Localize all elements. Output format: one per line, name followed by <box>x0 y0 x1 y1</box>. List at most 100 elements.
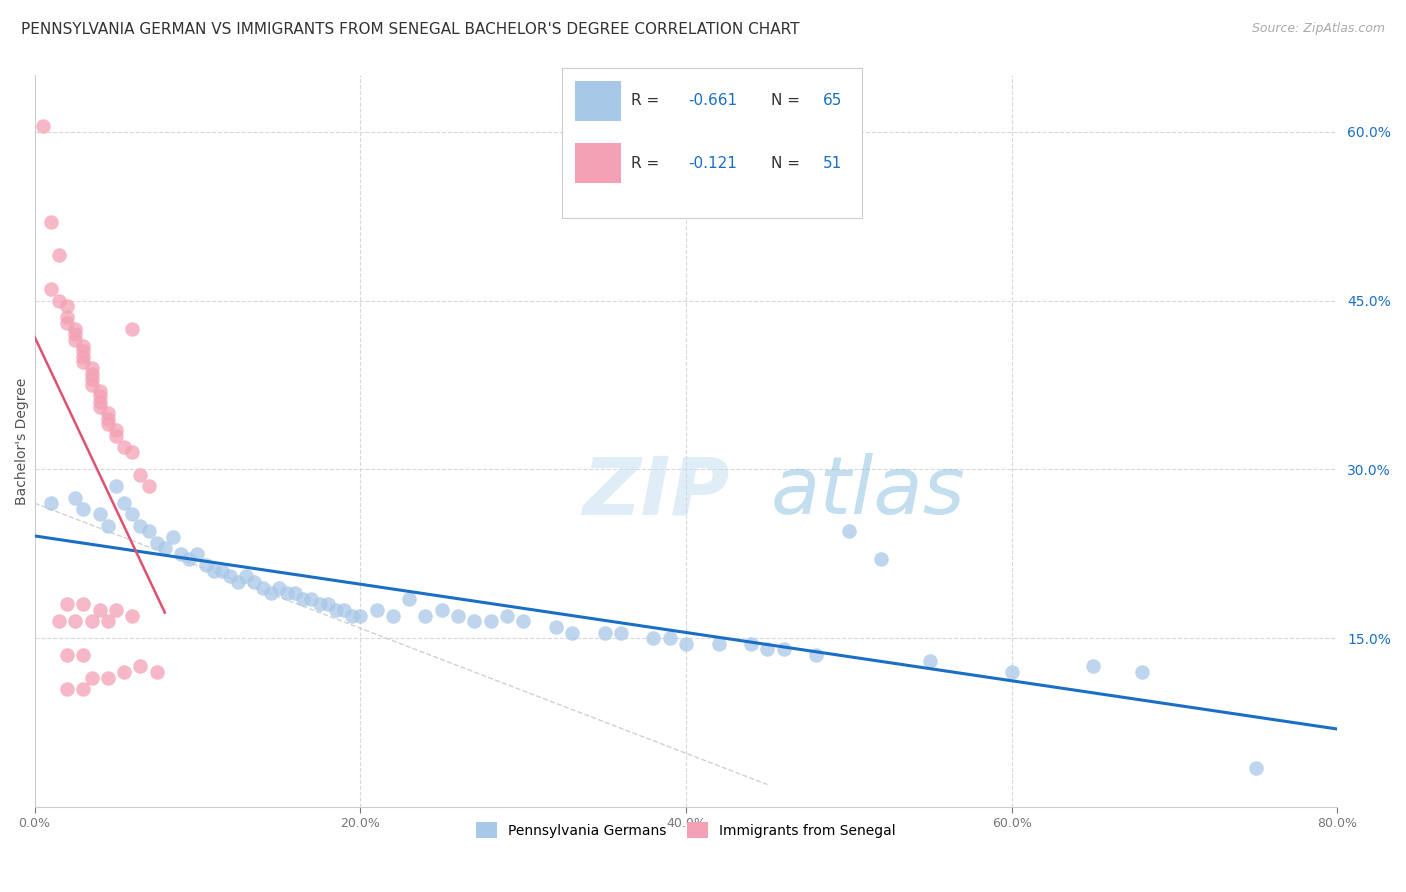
Point <box>170 547 193 561</box>
Point <box>267 581 290 595</box>
Point <box>495 608 517 623</box>
Point <box>80 367 103 381</box>
Point <box>593 625 616 640</box>
Point <box>56 310 79 325</box>
Point <box>333 603 356 617</box>
Legend: Pennsylvania Germans, Immigrants from Senegal: Pennsylvania Germans, Immigrants from Se… <box>471 816 901 844</box>
Point <box>72 648 94 662</box>
Point <box>179 552 201 566</box>
Point <box>72 350 94 364</box>
Text: Source: ZipAtlas.com: Source: ZipAtlas.com <box>1251 22 1385 36</box>
Point <box>48 248 70 262</box>
Point <box>112 496 135 510</box>
Point <box>39 215 62 229</box>
Point <box>162 530 184 544</box>
Point <box>340 608 363 623</box>
Point <box>276 586 298 600</box>
Point <box>1244 761 1267 775</box>
Point <box>658 631 681 645</box>
Point <box>97 411 120 425</box>
Point <box>415 608 437 623</box>
Point <box>186 547 208 561</box>
Text: ZIP: ZIP <box>582 453 730 532</box>
Point <box>610 625 633 640</box>
Text: N =: N = <box>770 156 800 170</box>
Point <box>284 586 307 600</box>
Point <box>72 338 94 352</box>
Point <box>153 541 176 556</box>
Point <box>97 417 120 432</box>
Point <box>1130 665 1153 679</box>
Point <box>80 372 103 386</box>
Point <box>104 603 127 617</box>
Point <box>740 637 762 651</box>
Point <box>97 518 120 533</box>
Text: atlas: atlas <box>770 453 966 532</box>
Point <box>65 491 87 505</box>
Point <box>243 574 266 589</box>
Text: PENNSYLVANIA GERMAN VS IMMIGRANTS FROM SENEGAL BACHELOR'S DEGREE CORRELATION CHA: PENNSYLVANIA GERMAN VS IMMIGRANTS FROM S… <box>21 22 800 37</box>
Point <box>39 282 62 296</box>
Point <box>65 333 87 347</box>
Point <box>56 648 79 662</box>
Point <box>121 321 143 335</box>
Point <box>65 321 87 335</box>
Point <box>756 642 779 657</box>
Point <box>89 508 111 522</box>
Point <box>1081 659 1104 673</box>
Point <box>308 598 330 612</box>
Point <box>299 591 322 606</box>
Point <box>104 428 127 442</box>
Point <box>80 361 103 376</box>
Point <box>89 389 111 403</box>
Point <box>89 401 111 415</box>
Point <box>72 355 94 369</box>
Point <box>707 637 730 651</box>
Point <box>643 631 665 645</box>
Point <box>48 293 70 308</box>
FancyBboxPatch shape <box>575 143 621 184</box>
Point <box>292 591 315 606</box>
Point <box>129 468 152 483</box>
Point <box>65 615 87 629</box>
Point <box>89 603 111 617</box>
Point <box>870 552 893 566</box>
Point <box>260 586 283 600</box>
Point <box>112 665 135 679</box>
Point <box>80 378 103 392</box>
Point <box>48 615 70 629</box>
Point <box>80 615 103 629</box>
Point <box>97 406 120 420</box>
Point <box>479 615 502 629</box>
Point <box>89 394 111 409</box>
Point <box>202 564 225 578</box>
Point <box>463 615 485 629</box>
Point <box>121 608 143 623</box>
Text: -0.121: -0.121 <box>689 156 738 170</box>
Point <box>72 681 94 696</box>
Point <box>39 496 62 510</box>
Point <box>129 659 152 673</box>
Point <box>56 598 79 612</box>
Point <box>381 608 404 623</box>
Point <box>920 654 942 668</box>
Point <box>838 524 860 539</box>
Point <box>56 299 79 313</box>
FancyBboxPatch shape <box>562 68 862 218</box>
Y-axis label: Bachelor's Degree: Bachelor's Degree <box>15 377 30 505</box>
Point <box>72 501 94 516</box>
Point <box>31 119 53 133</box>
Point <box>772 642 794 657</box>
Point <box>138 479 160 493</box>
Point <box>252 581 274 595</box>
Point <box>56 316 79 330</box>
Point <box>121 445 143 459</box>
Point <box>145 665 167 679</box>
Point <box>97 615 120 629</box>
Point <box>112 440 135 454</box>
Point <box>430 603 453 617</box>
Point <box>89 384 111 398</box>
Point <box>447 608 470 623</box>
Point <box>561 625 583 640</box>
Point <box>235 569 257 583</box>
